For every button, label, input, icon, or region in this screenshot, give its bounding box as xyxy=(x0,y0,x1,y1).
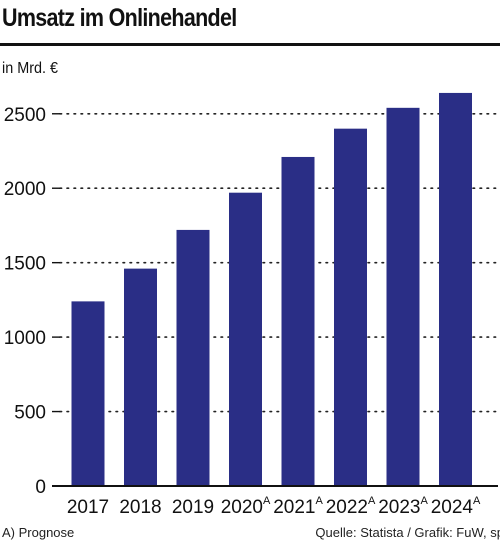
y-tick-label: 2500 xyxy=(4,105,46,126)
unit-label: in Mrd. € xyxy=(2,60,59,77)
bar-2020 xyxy=(229,192,262,486)
x-tick-label: 2020A xyxy=(221,495,271,518)
source-credit: Quelle: Statista / Grafik: FuW, sp xyxy=(315,525,500,540)
bar-2019 xyxy=(176,229,210,486)
y-tick-label: 500 xyxy=(14,403,46,424)
x-tick-label: 2023A xyxy=(378,495,428,518)
y-tick-label: 2000 xyxy=(4,179,46,200)
forecast-marker: A xyxy=(473,495,481,507)
chart-title: Umsatz im Onlinehandel xyxy=(2,4,237,32)
x-tick-label: 2017 xyxy=(67,497,109,518)
x-tick-label: 2021A xyxy=(273,495,323,518)
gridlines xyxy=(59,112,499,413)
x-tick-label: 2024A xyxy=(431,495,481,518)
bar-2023 xyxy=(386,107,420,487)
forecast-marker: A xyxy=(368,495,376,507)
bars xyxy=(71,92,472,487)
bar-2021 xyxy=(281,156,315,486)
title-divider xyxy=(0,43,500,46)
forecast-marker: A xyxy=(315,495,323,507)
footnote: A) Prognose xyxy=(2,525,75,540)
bar-2017 xyxy=(71,301,105,486)
y-tick-label: 1000 xyxy=(4,328,46,349)
x-tick-label: 2018 xyxy=(119,497,161,518)
bar-2022 xyxy=(334,128,367,486)
x-tick-label: 2022A xyxy=(326,495,376,518)
x-tick-label: 2019 xyxy=(172,497,214,518)
y-tick-label: 1500 xyxy=(4,254,46,275)
y-tick-label: 0 xyxy=(35,477,46,498)
bar-2018 xyxy=(124,268,157,486)
forecast-marker: A xyxy=(263,495,271,507)
axes xyxy=(52,113,498,487)
forecast-marker: A xyxy=(420,495,428,507)
bar-2024 xyxy=(439,92,472,486)
